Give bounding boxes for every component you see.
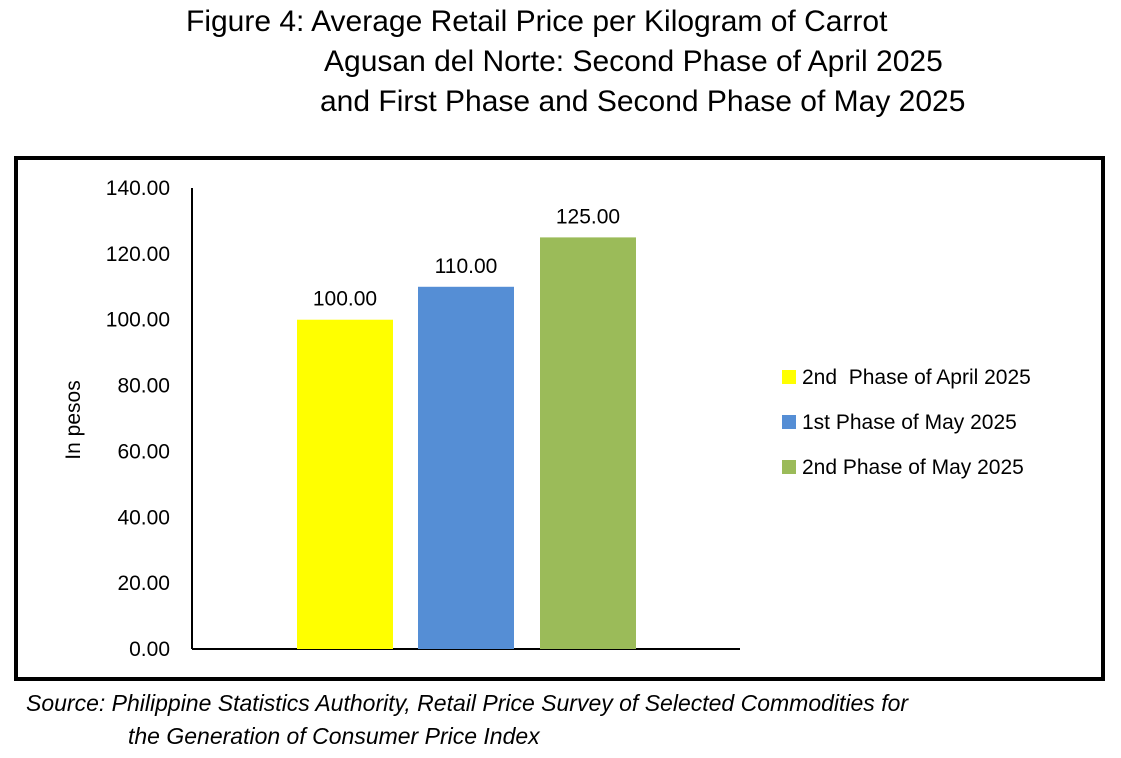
y-tick-label: 0.00 xyxy=(129,638,170,661)
y-tick-label: 40.00 xyxy=(117,506,170,529)
legend-label-1: 2nd Phase of April 2025 xyxy=(802,366,1031,389)
data-label-1: 100.00 xyxy=(313,288,377,311)
y-axis-title: In pesos xyxy=(62,380,85,459)
legend-swatch-1 xyxy=(782,370,796,384)
chart-title-line-3: and First Phase and Second Phase of May … xyxy=(320,85,966,118)
bar-3 xyxy=(540,237,636,649)
chart-title-line-1: Figure 4: Average Retail Price per Kilog… xyxy=(186,5,888,38)
source-note-line-2: the Generation of Consumer Price Index xyxy=(128,723,540,749)
y-tick-label: 120.00 xyxy=(106,243,170,266)
y-tick-label: 100.00 xyxy=(106,309,170,332)
legend-swatch-3 xyxy=(782,460,796,474)
legend-label-3: 2nd Phase of May 2025 xyxy=(802,456,1024,479)
legend-swatch-2 xyxy=(782,415,796,429)
y-tick-label: 60.00 xyxy=(117,440,170,463)
bar-1 xyxy=(297,319,393,649)
chart-title-line-2: Agusan del Norte: Second Phase of April … xyxy=(324,45,943,78)
source-note-line-1: Source: Philippine Statistics Authority,… xyxy=(26,690,909,716)
legend-label-2: 1st Phase of May 2025 xyxy=(802,411,1017,434)
bar-2 xyxy=(418,286,514,649)
y-tick-label: 20.00 xyxy=(117,572,170,595)
data-label-2: 110.00 xyxy=(435,255,498,278)
data-label-3: 125.00 xyxy=(556,205,620,228)
y-tick-label: 80.00 xyxy=(117,375,170,398)
y-tick-label: 140.00 xyxy=(106,177,170,200)
